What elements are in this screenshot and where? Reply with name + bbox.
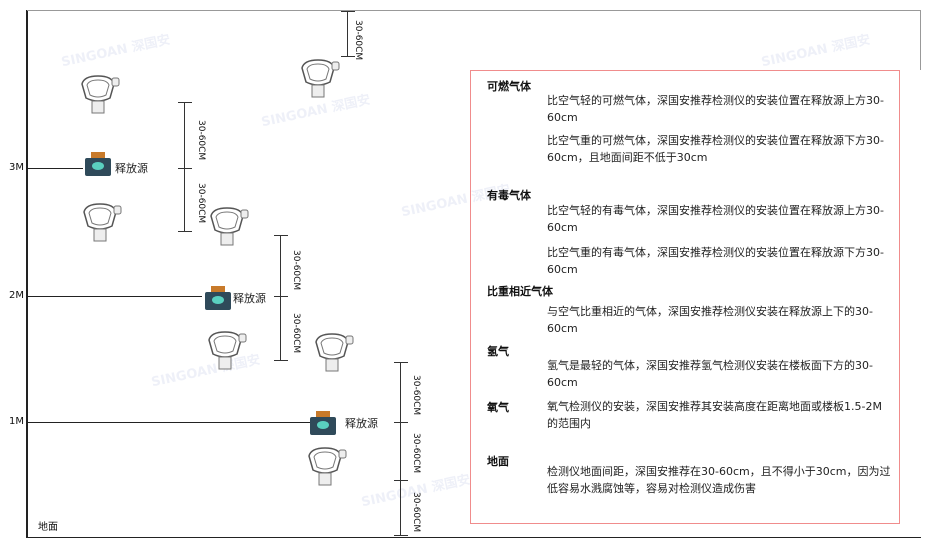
toxic-heavy-text: 比空气重的有毒气体，深国安推荐检测仪的安装位置在释放源下方30-60cm [547, 246, 884, 276]
level-2m: 2M [9, 290, 24, 301]
dimension-label: 30-60CM [291, 313, 301, 354]
level-3m-line [27, 168, 83, 169]
dimension-label: 30-60CM [196, 183, 206, 224]
level-3m: 3M [9, 162, 24, 173]
level-1m: 1M [9, 416, 24, 427]
hydrogen-text: 氢气是最轻的气体，深国安推荐氢气检测仪安装在楼板面下方的30-60cm [547, 359, 873, 389]
detector-icon [205, 206, 249, 246]
ground-title: 地面 [487, 455, 509, 468]
detector-icon [78, 202, 122, 242]
dimension-label: 30-60CM [353, 20, 363, 61]
flammable-light-text: 比空气轻的可燃气体，深国安推荐检测仪的安装位置在释放源上方30-60cm [547, 94, 884, 124]
similar-title: 比重相近气体 [487, 285, 553, 298]
dimension-label: 30-60CM [196, 120, 206, 161]
oxygen-title: 氧气 [487, 401, 509, 414]
watermark: SINGOAN 深国安 [760, 32, 872, 71]
ground-line [27, 537, 921, 538]
watermark: SINGOAN 深国安 [60, 32, 172, 71]
toxic-light-text: 比空气轻的有毒气体，深国安推荐检测仪的安装位置在释放源上方30-60cm [547, 204, 884, 234]
release-source-label: 释放源 [345, 417, 378, 430]
release-source-icon [310, 411, 336, 435]
dimension-line [178, 102, 192, 232]
dimension-line [341, 11, 355, 57]
release-source-icon [85, 152, 111, 176]
level-2m-line [27, 296, 202, 297]
frame-right-line [920, 10, 921, 70]
ground-text: 检测仪地面间距，深国安推荐在30-60cm，且不得小于30cm，因为过低容易水溅… [547, 465, 891, 495]
toxic-title: 有毒气体 [487, 189, 531, 202]
oxygen-text: 氧气检测仪的安装，深国安推荐其安装高度在距离地面或楼板1.5-2M的范围内 [547, 400, 882, 430]
legend-box: 可燃气体 比空气轻的可燃气体，深国安推荐检测仪的安装位置在释放源上方30-60c… [470, 70, 900, 524]
dimension-label: 30-60CM [411, 375, 421, 416]
ceiling-line [27, 10, 921, 11]
release-source-icon [205, 286, 231, 310]
dimension-label: 30-60CM [291, 250, 301, 291]
detector-icon [76, 74, 120, 114]
release-source-label: 释放源 [233, 292, 266, 305]
detector-icon [310, 332, 354, 372]
hydrogen-title: 氢气 [487, 345, 509, 358]
dimension-line [274, 235, 288, 361]
detector-icon [303, 446, 347, 486]
wall-line [26, 10, 28, 538]
dimension-line [394, 362, 408, 536]
ground-label: 地面 [38, 522, 58, 533]
flammable-heavy-text: 比空气重的可燃气体，深国安推荐检测仪的安装位置在释放源下方30-60cm，且地面… [547, 134, 884, 164]
detector-icon [296, 58, 340, 98]
flammable-title: 可燃气体 [487, 80, 531, 93]
release-source-label: 释放源 [115, 162, 148, 175]
similar-text: 与空气比重相近的气体，深国安推荐检测仪安装在释放源上下的30-60cm [547, 305, 873, 335]
detector-icon [203, 330, 247, 370]
dimension-label: 30-60CM [411, 492, 421, 533]
level-1m-line [27, 422, 310, 423]
dimension-label: 30-60CM [411, 433, 421, 474]
